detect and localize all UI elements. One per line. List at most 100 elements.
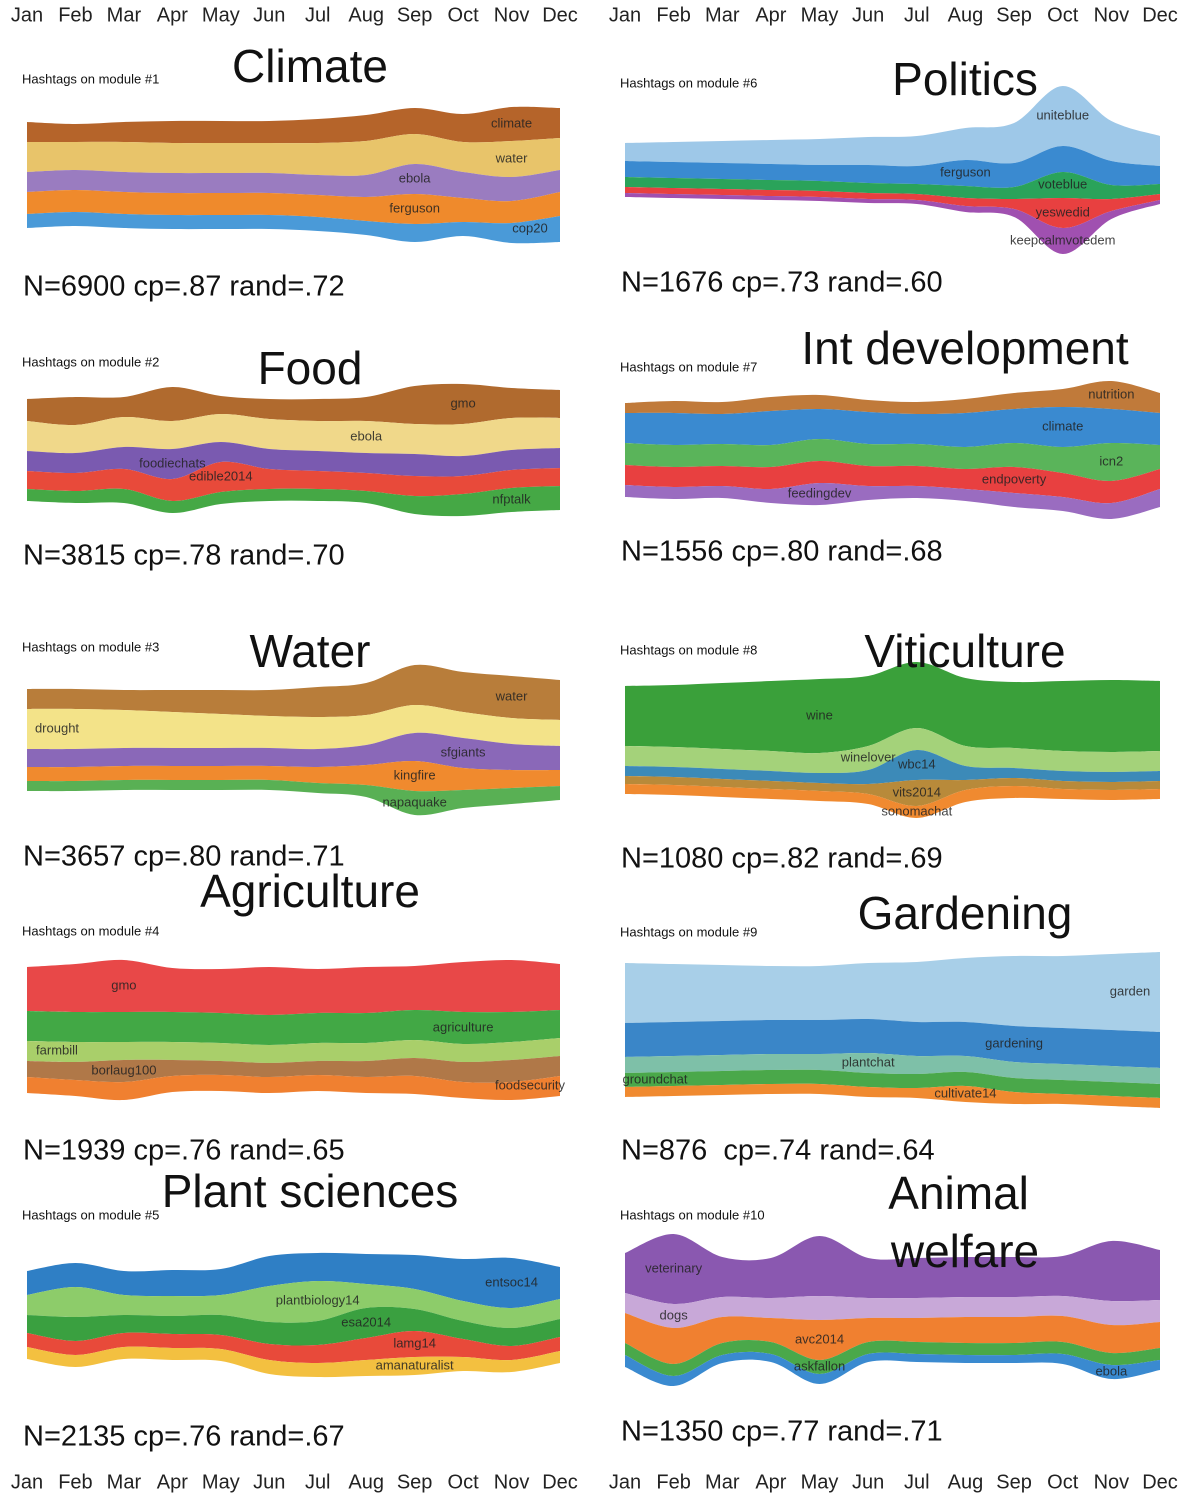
stream: [625, 85, 1160, 255]
month-label: Aug: [948, 4, 984, 26]
stream-layer: [625, 460, 1160, 504]
hashtag-label: yeswedid: [1036, 204, 1090, 219]
hashtag-label: gardening: [985, 1035, 1043, 1050]
stream: [625, 952, 1160, 1108]
stream-layer: [27, 383, 560, 426]
stats: N=1350 cp=.77 rand=.71: [621, 1416, 943, 1448]
month-label: Dec: [542, 1471, 578, 1493]
month-label: Sep: [996, 1471, 1032, 1493]
stream-layer: [27, 760, 560, 792]
stream-layer: [27, 190, 560, 225]
month-label: Apr: [157, 4, 188, 26]
hashtag-label: nfptalk: [492, 491, 531, 506]
module-label: Hashtags on module #9: [620, 924, 757, 939]
month-label: Dec: [1142, 4, 1178, 26]
month-label: Jul: [305, 1471, 331, 1493]
month-label: Apr: [157, 1471, 188, 1493]
hashtag-label: endpoverty: [982, 471, 1047, 486]
panel-title: Food: [258, 342, 363, 394]
month-label: Feb: [656, 1471, 690, 1493]
stream-layer: [625, 1069, 1160, 1098]
stream: [27, 383, 560, 517]
month-label: Aug: [348, 1471, 384, 1493]
stats: N=2135 cp=.76 rand=.67: [23, 1421, 345, 1453]
month-label: Jul: [305, 4, 331, 26]
month-label: Jun: [253, 1471, 285, 1493]
hashtag-label: avc2014: [795, 1331, 844, 1346]
month-label: Oct: [1047, 1471, 1079, 1493]
stream-layer: [625, 1233, 1160, 1305]
stream: [625, 661, 1160, 819]
hashtag-label: plantbiology14: [276, 1292, 360, 1307]
stream-layer: [625, 1313, 1160, 1364]
stream-layer: [27, 106, 560, 144]
panel-title: Plant sciences: [162, 1165, 459, 1217]
hashtag-label: keepcalmvotedem: [1010, 232, 1116, 247]
panel-title: Viticulture: [864, 625, 1065, 677]
month-label: Jan: [609, 4, 641, 26]
stream-layer: [27, 133, 560, 178]
month-label: Nov: [1094, 1471, 1130, 1493]
month-label: Jan: [11, 4, 43, 26]
stats: N=1939 cp=.76 rand=.65: [23, 1135, 345, 1167]
stream-layer: [625, 1018, 1160, 1068]
hashtag-label: water: [495, 688, 528, 703]
hashtag-label: uniteblue: [1036, 107, 1089, 122]
panel-title: Gardening: [858, 887, 1073, 939]
stream-layer: [27, 664, 560, 720]
module-label: Hashtags on module #5: [22, 1207, 159, 1222]
module-label: Hashtags on module #6: [620, 75, 757, 90]
stream-layer: [27, 212, 560, 244]
module-label: Hashtags on module #8: [620, 642, 757, 657]
hashtag-label: garden: [1110, 983, 1150, 998]
stream-layer: [625, 784, 1160, 819]
stream-layer: [625, 187, 1160, 229]
hashtag-label: vits2014: [893, 784, 941, 799]
month-label: Jun: [253, 4, 285, 26]
month-label: May: [801, 4, 839, 26]
hashtag-label: cop20: [512, 220, 547, 235]
stats: N=3657 cp=.80 rand=.71: [23, 841, 345, 873]
hashtag-label: foodiechats: [139, 455, 206, 470]
stream-layer: [625, 438, 1160, 482]
month-label: Oct: [1047, 4, 1079, 26]
month-label: Nov: [1094, 4, 1130, 26]
month-label: Jan: [609, 1471, 641, 1493]
stream-layer: [625, 952, 1160, 1032]
hashtag-label: borlaug100: [91, 1062, 156, 1077]
stream-layer: [27, 1280, 560, 1329]
hashtag-label: esa2014: [341, 1314, 391, 1329]
stream-layer: [625, 728, 1160, 774]
hashtag-label: climate: [491, 115, 532, 130]
hashtag-label: entsoc14: [485, 1274, 538, 1289]
panel-title: Agriculture: [200, 865, 420, 917]
hashtag-label: agriculture: [433, 1019, 494, 1034]
hashtag-label: lamg14: [393, 1335, 436, 1350]
hashtag-label: nutrition: [1088, 386, 1134, 401]
stats: N=1676 cp=.73 rand=.60: [621, 267, 943, 299]
hashtag-label: voteblue: [1038, 176, 1087, 191]
stream: [27, 664, 560, 816]
month-label: Aug: [948, 1471, 984, 1493]
stream-layer: [27, 442, 560, 480]
hashtag-label: winelover: [840, 749, 897, 764]
hashtag-label: ebola: [399, 170, 432, 185]
stream-layer: [27, 1074, 560, 1101]
stream-layer: [625, 407, 1160, 448]
hashtag-label: amanaturalist: [376, 1357, 454, 1372]
stream-layer: [27, 732, 560, 771]
stream-layer: [625, 661, 1160, 754]
stream-layer: [27, 1056, 560, 1083]
stream: [27, 1252, 560, 1378]
module-label: Hashtags on module #2: [22, 354, 159, 369]
hashtag-label: napaquake: [382, 794, 446, 809]
stream-layer: [27, 779, 560, 816]
hashtag-label: climate: [1042, 418, 1083, 433]
stream-layer: [27, 163, 560, 202]
hashtag-label: foodsecurity: [495, 1077, 566, 1092]
month-label: Apr: [755, 1471, 786, 1493]
stream-layer: [625, 145, 1160, 188]
panel-title: Int development: [801, 322, 1129, 374]
month-label: Sep: [397, 1471, 433, 1493]
month-label: Apr: [755, 4, 786, 26]
